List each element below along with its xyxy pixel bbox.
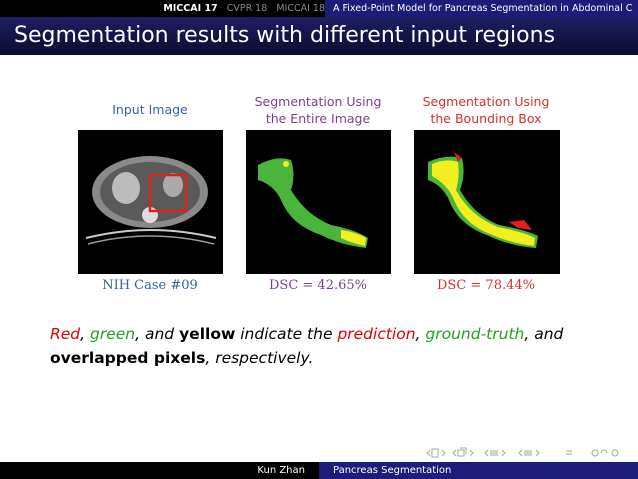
figure-caption: DSC = 42.65% [268, 278, 367, 293]
nav-item[interactable]: MICCAI 17 [163, 3, 218, 14]
section-nav: MICCAI 17 CVPR 18 MICCAI 18 [0, 0, 325, 17]
figure-label: Segmentation Using [422, 94, 550, 109]
footer-author: Kun Zhan [257, 465, 305, 476]
beamer-nav[interactable] [426, 447, 636, 459]
text-run: , respectively. [205, 349, 314, 367]
figure-label: Segmentation Using [254, 94, 382, 109]
header-title: A Fixed-Point Model for Pancreas Segment… [325, 0, 638, 17]
text-run: overlapped pixels [50, 349, 206, 367]
text-run: prediction [337, 325, 416, 343]
text-run: yellow [179, 325, 236, 343]
figure-label: the Entire Image [265, 111, 371, 126]
title-bar [0, 17, 638, 55]
figure-label: Input Image [112, 102, 188, 117]
text-run: Red [50, 325, 81, 343]
footer-title: Pancreas Segmentation [319, 462, 638, 479]
text-run: ground-truth [425, 325, 525, 343]
text-run: , [415, 325, 426, 343]
figure-caption: DSC = 78.44% [436, 278, 535, 293]
slide-title: Segmentation results with different inpu… [14, 23, 556, 48]
text-run: , [80, 325, 91, 343]
nav-item[interactable]: MICCAI 18 [276, 3, 325, 14]
ct-image [78, 130, 223, 274]
explanation: Red, green, and yellow indicate the pred… [50, 322, 590, 370]
figure-caption: NIH Case #09 [102, 278, 198, 293]
text-run: , and [135, 325, 180, 343]
nav-item[interactable]: CVPR 18 [226, 3, 268, 14]
text-run: green [90, 325, 136, 343]
figure-label: the Bounding Box [430, 111, 542, 126]
text-run: , and [524, 325, 564, 343]
text-run: indicate the [235, 325, 338, 343]
segmentation-image [414, 130, 560, 274]
segmentation-image [246, 130, 391, 274]
